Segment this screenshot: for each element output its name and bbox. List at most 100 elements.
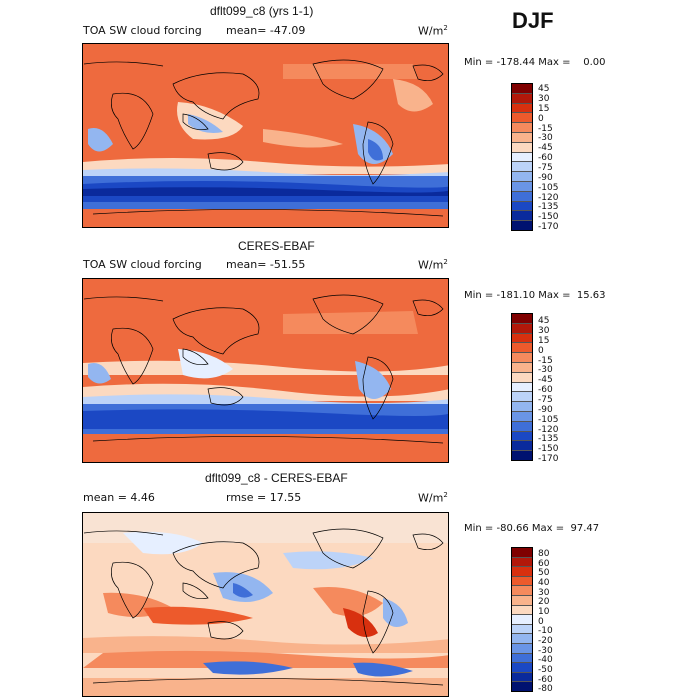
cb-label: -120 <box>538 424 559 435</box>
cb-label: -60 <box>538 674 553 685</box>
cb-swatch <box>512 548 532 558</box>
cb-swatch <box>512 663 532 673</box>
cb-label: -150 <box>538 212 559 223</box>
cb-swatch <box>512 653 532 664</box>
panel1-map <box>82 43 449 228</box>
cb-swatch <box>512 634 532 644</box>
cb-label: -150 <box>538 444 559 455</box>
cb-label: 40 <box>538 578 550 588</box>
cb-label: -135 <box>538 202 559 213</box>
panel3-units: W/m2 <box>418 491 448 505</box>
cb-swatch <box>512 624 532 635</box>
cb-swatch <box>512 402 532 412</box>
cb-swatch <box>512 353 532 363</box>
cb-swatch <box>512 411 532 422</box>
cb-label: 45 <box>538 316 550 326</box>
panel3-title: dflt099_c8 - CERES-EBAF <box>205 471 348 485</box>
cb-swatch <box>512 93 532 104</box>
panel3-minmax: Min = -80.66 Max = 97.47 <box>464 523 600 534</box>
cb-swatch <box>512 643 532 654</box>
panel1-units: W/m2 <box>418 24 448 38</box>
cb-label: 60 <box>538 558 550 569</box>
panel3-colorbar-labels: 80 60 50 40 30 20 10 0 -10 -20 -30 -40 -… <box>538 550 588 695</box>
panel2-map-svg <box>83 279 448 462</box>
panel1-title: dflt099_c8 (yrs 1-1) <box>210 4 314 18</box>
cb-label: -60 <box>538 153 553 164</box>
cb-swatch <box>512 362 532 373</box>
panel3-map-svg <box>83 513 448 696</box>
cb-label: 0 <box>538 345 544 356</box>
cb-label: 30 <box>538 587 550 598</box>
cb-label: -30 <box>538 365 553 376</box>
cb-swatch <box>512 172 532 182</box>
cb-swatch <box>512 372 532 383</box>
cb-swatch <box>512 201 532 212</box>
panel2-colorbar <box>511 313 533 461</box>
cb-swatch <box>512 314 532 324</box>
cb-swatch <box>512 323 532 334</box>
cb-swatch <box>512 181 532 192</box>
panel3-mean-label: mean = 4.46 <box>83 491 155 504</box>
cb-label: -15 <box>538 355 553 366</box>
panel2-colorbar-labels: 45 30 15 0 -15 -30 -45 -60 -75 -90 -105 … <box>538 317 588 465</box>
cb-label: -50 <box>538 665 553 675</box>
cb-label: -10 <box>538 626 553 637</box>
cb-swatch <box>512 343 532 354</box>
cb-label: -135 <box>538 434 559 445</box>
cb-swatch <box>512 605 532 616</box>
cb-label: 0 <box>538 616 544 627</box>
cb-label: -170 <box>538 454 559 465</box>
cb-label: 30 <box>538 325 550 336</box>
cb-swatch <box>512 441 532 452</box>
panel2-mean-label: mean= -51.55 <box>226 258 306 271</box>
cb-swatch <box>512 152 532 163</box>
panel2-minmax: Min = -181.10 Max = 15.63 <box>464 290 606 301</box>
cb-swatch <box>512 142 532 153</box>
cb-swatch <box>512 615 532 625</box>
cb-label: 0 <box>538 113 544 124</box>
panel2-title: CERES-EBAF <box>238 239 315 253</box>
cb-swatch <box>512 557 532 568</box>
cb-swatch <box>512 84 532 94</box>
cb-label: 10 <box>538 607 550 617</box>
panel1-colorbar <box>511 83 533 231</box>
cb-label: -90 <box>538 404 553 415</box>
cb-swatch <box>512 421 532 432</box>
cb-label: -45 <box>538 143 553 154</box>
cb-swatch <box>512 113 532 124</box>
cb-label: -90 <box>538 172 553 183</box>
cb-label: 15 <box>538 335 550 346</box>
cb-label: -45 <box>538 375 553 386</box>
cb-label: -120 <box>538 192 559 203</box>
cb-label: -80 <box>538 684 553 695</box>
cb-swatch <box>512 103 532 114</box>
cb-swatch <box>512 392 532 403</box>
cb-label: -20 <box>538 636 553 646</box>
panel1-minmax: Min = -178.44 Max = 0.00 <box>464 57 606 68</box>
cb-label: -30 <box>538 133 553 144</box>
cb-swatch <box>512 132 532 143</box>
cb-label: -30 <box>538 645 553 656</box>
cb-label: -15 <box>538 123 553 134</box>
cb-label: 50 <box>538 568 550 579</box>
panel1-field-label: TOA SW cloud forcing <box>83 24 202 37</box>
cb-label: -105 <box>538 414 559 425</box>
cb-label: 45 <box>538 84 550 94</box>
cb-label: -75 <box>538 162 553 173</box>
cb-label: 80 <box>538 549 550 559</box>
cb-swatch <box>512 576 532 587</box>
cb-swatch <box>512 682 532 691</box>
cb-label: -40 <box>538 655 553 666</box>
cb-label: -105 <box>538 182 559 193</box>
cb-swatch <box>512 567 532 577</box>
cb-swatch <box>512 333 532 344</box>
cb-swatch <box>512 191 532 202</box>
season-label: DJF <box>512 8 554 33</box>
cb-swatch <box>512 382 532 393</box>
cb-swatch <box>512 451 532 460</box>
panel2-map <box>82 278 449 463</box>
panel3-rmse-label: rmse = 17.55 <box>226 491 302 504</box>
cb-swatch <box>512 211 532 222</box>
panel3-colorbar <box>511 547 533 692</box>
cb-label: 15 <box>538 103 550 114</box>
